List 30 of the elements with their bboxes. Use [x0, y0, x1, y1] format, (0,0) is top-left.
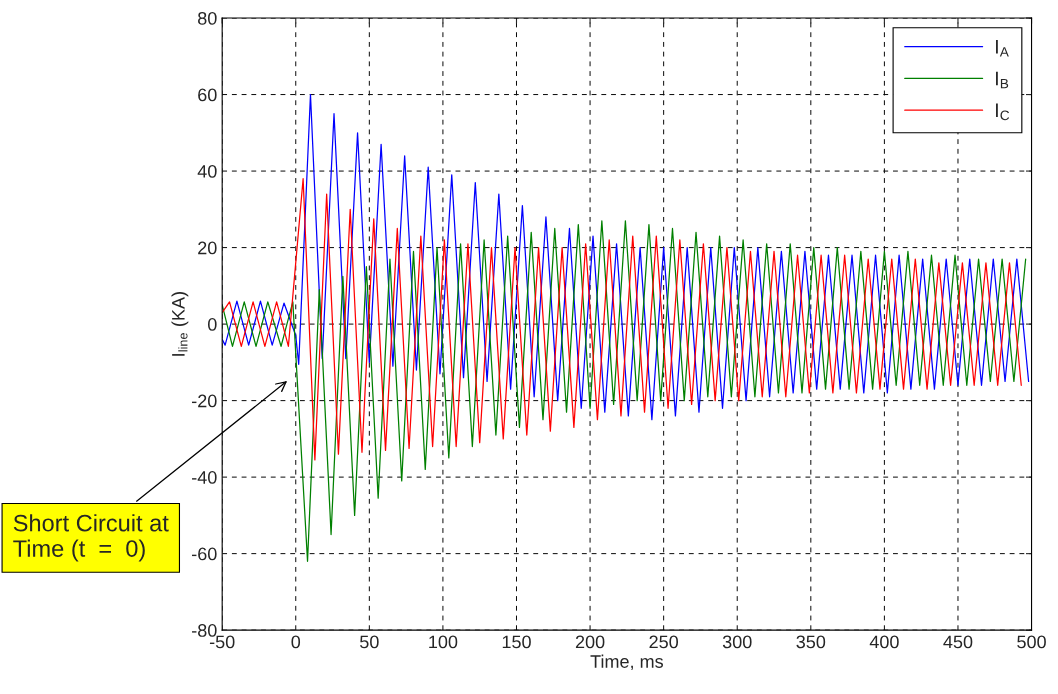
y-tick-label: 0: [207, 318, 217, 331]
y-tick-label: 60: [198, 88, 217, 102]
x-tick-label: 200: [575, 635, 605, 649]
y-tick-label: 40: [197, 165, 217, 178]
x-tick-label: 100: [429, 635, 458, 649]
x-tick-label: 500: [1017, 635, 1046, 649]
legend-label: I$_{B}$: [996, 71, 1009, 89]
y-tick-label: -20: [192, 394, 217, 408]
x-tick-label: 0: [291, 635, 301, 649]
x-tick-label: 450: [943, 635, 973, 649]
x-tick-label: 300: [722, 635, 752, 649]
legend-label: I$_{C}$: [996, 103, 1010, 121]
x-axis-title: Time, ms: [590, 654, 663, 671]
line-series: [222, 220, 1027, 562]
line-series: [222, 178, 1022, 461]
line-series: [222, 93, 1030, 421]
y-axis-title: I$_{line}$ (KA): [171, 292, 189, 356]
legend-label: I$_{A}$: [996, 40, 1009, 57]
text: Short Circuit at Time (t = 0): [13, 514, 169, 562]
x-tick-label: 250: [649, 635, 679, 649]
x-tick-label: -50: [209, 635, 235, 649]
y-tick-label: -40: [192, 471, 217, 484]
y-tick-label: 20: [198, 241, 217, 255]
x-tick-label: 50: [360, 635, 379, 649]
x-tick-label: 350: [796, 635, 826, 649]
y-tick-label: 80: [198, 11, 217, 25]
x-tick-label: 150: [502, 635, 531, 649]
y-tick-label: -60: [192, 547, 217, 561]
x-tick-label: 400: [869, 635, 899, 649]
y-tick-label: -80: [192, 624, 217, 637]
